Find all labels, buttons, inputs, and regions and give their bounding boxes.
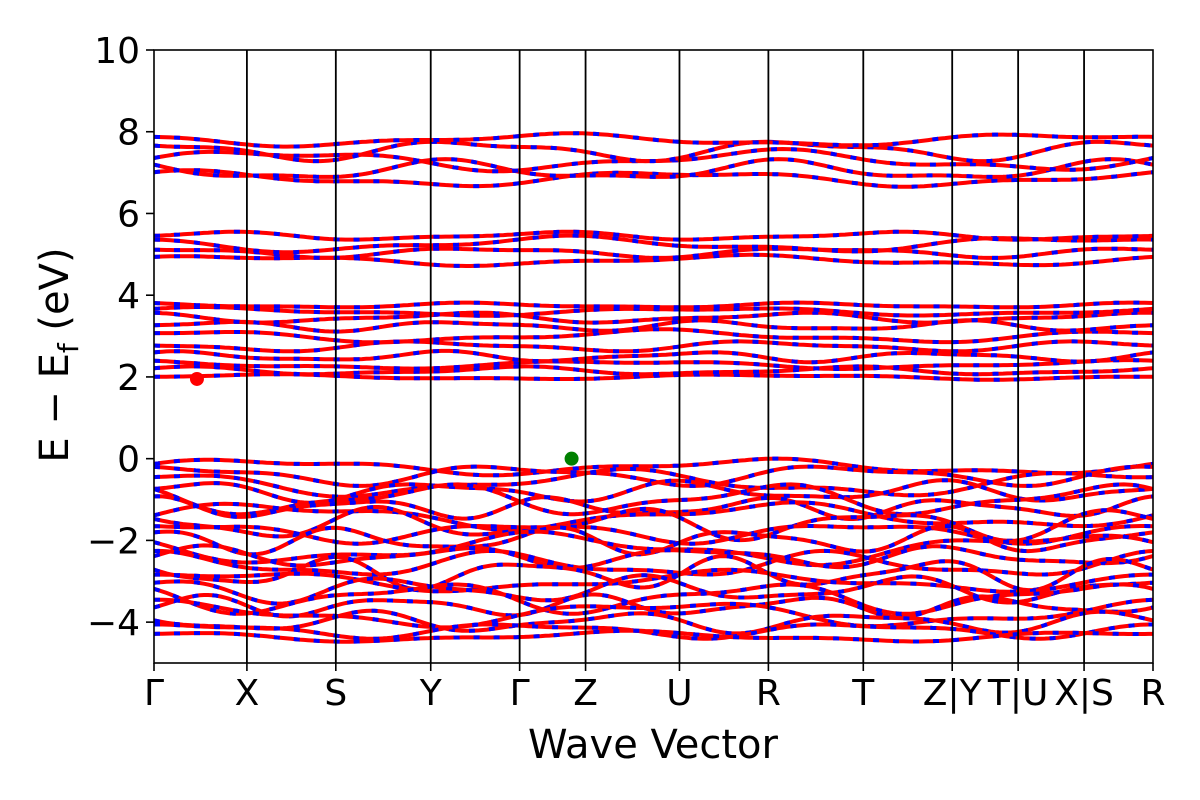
y-axis-title: E − Ef (eV) <box>32 247 85 462</box>
band-line-overlay <box>153 246 1154 260</box>
band-line <box>153 573 1154 606</box>
band-line-overlay <box>153 348 1154 365</box>
y-tick-label: 6 <box>117 194 140 235</box>
band-line-overlay <box>153 229 1154 242</box>
band-line-overlay <box>153 168 1154 189</box>
y-tick-label: 10 <box>94 31 140 72</box>
band-line-overlay <box>153 529 1154 568</box>
band-line <box>153 554 1154 593</box>
y-axis-title-unit: (eV) <box>32 247 78 343</box>
x-tick-label: R <box>1140 673 1165 714</box>
x-tick-label: T <box>851 673 875 714</box>
x-tick-label: X <box>235 673 260 714</box>
band-line <box>153 592 1154 620</box>
y-tick-label: 0 <box>117 440 140 481</box>
band-line-overlay <box>153 139 1154 164</box>
y-axis-ticks: 10 8 6 4 2 0 −2 −4 <box>87 31 154 644</box>
x-tick-label: Z <box>573 673 598 714</box>
y-axis-title-main: E − E <box>32 353 78 463</box>
band-line-overlay <box>153 456 1154 478</box>
x-axis-title: Wave Vector <box>528 722 779 768</box>
x-axis-ticks: Γ X S Y Γ Z U R T Z|Y T|U X|S R <box>144 663 1166 714</box>
band-line-overlay <box>153 467 1154 499</box>
band-line-overlay <box>153 339 1154 354</box>
x-tick-label: S <box>324 673 347 714</box>
y-tick-label: 8 <box>117 113 140 154</box>
high-symmetry-lines <box>246 50 1085 663</box>
y-tick-label: 4 <box>117 276 140 317</box>
y-tick-label: 2 <box>117 358 140 399</box>
band-line-overlay <box>153 478 1154 505</box>
band-line-overlay <box>154 567 1153 594</box>
band-line-overlay <box>153 233 1154 255</box>
band-line <box>153 300 1154 310</box>
band-line-overlay <box>153 608 1154 636</box>
plot-frame <box>153 49 1154 664</box>
band-line-overlay <box>153 131 1154 149</box>
band-line-overlay <box>153 597 1154 630</box>
y-tick-label: −2 <box>87 521 140 562</box>
band-line-overlay <box>153 628 1153 644</box>
bands-layer <box>153 131 1154 644</box>
x-tick-label: U <box>666 673 692 714</box>
x-tick-label: X|S <box>1054 673 1114 714</box>
y-tick-label: −4 <box>87 603 140 644</box>
y-axis-title-subscript: f <box>52 342 85 353</box>
x-tick-label: R <box>756 673 781 714</box>
band-line <box>153 482 1154 517</box>
band-line-overlay <box>153 310 1154 325</box>
x-tick-label: Γ <box>510 673 530 714</box>
band-line-overlay <box>153 318 1154 334</box>
band-line-overlay <box>154 327 1154 345</box>
vbm-marker <box>564 451 579 466</box>
x-tick-label: Γ <box>144 673 164 714</box>
band-line-overlay <box>153 500 1154 533</box>
band-edge-markers <box>189 371 579 466</box>
cbm-marker <box>189 371 204 386</box>
band-line-overlay <box>153 364 1154 377</box>
band-line <box>153 305 1154 318</box>
band-line-overlay <box>153 252 1154 268</box>
band-line-overlay <box>153 548 1154 577</box>
x-tick-label: Y <box>419 673 443 714</box>
band-line-overlay <box>153 157 1154 179</box>
band-line <box>153 505 1154 543</box>
x-tick-label: Z|Y <box>923 673 983 714</box>
x-tick-label: T|U <box>987 673 1048 714</box>
band-line <box>153 543 1154 571</box>
band-line <box>153 358 1154 371</box>
